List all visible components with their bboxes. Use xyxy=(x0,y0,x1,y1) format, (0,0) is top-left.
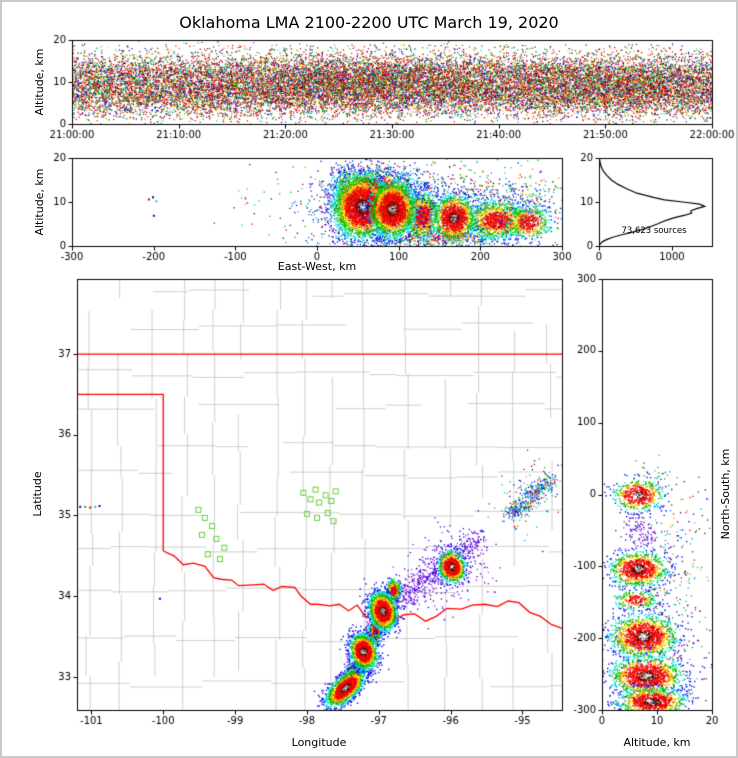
map-xaxis-label: Longitude xyxy=(291,736,347,749)
map-yaxis-label: Latitude xyxy=(31,471,44,517)
ew-yaxis-label: Altitude, km xyxy=(33,168,46,236)
time-height-yaxis-label: Altitude, km xyxy=(33,48,46,116)
source-count-annotation: 73,623 sources xyxy=(621,226,687,236)
ns-yaxis-label: North-South, km xyxy=(719,448,732,540)
ew-xaxis-label: East-West, km xyxy=(277,260,357,273)
ns-xaxis-label: Altitude, km xyxy=(623,736,691,749)
